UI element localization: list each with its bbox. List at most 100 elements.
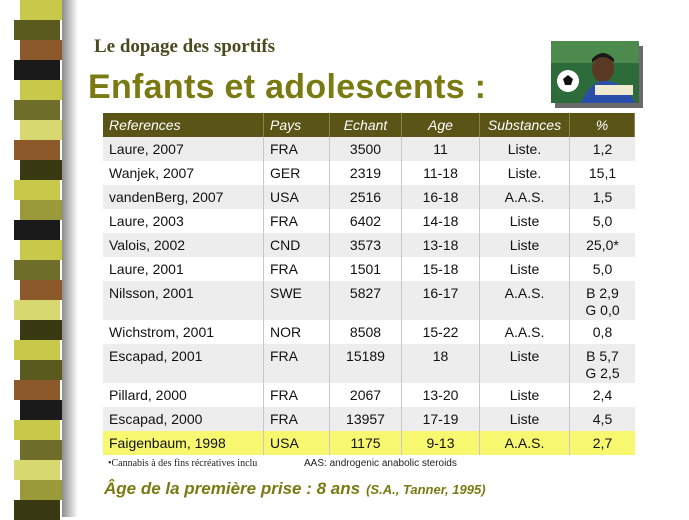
table-cell-pct: 1,2 (592, 141, 613, 157)
stripe-segment (20, 0, 62, 20)
table-cell-pays: USA (264, 431, 330, 455)
stripe-segment (14, 300, 60, 320)
stripe-segment (20, 160, 62, 180)
stripe-segment (14, 340, 60, 360)
header-substances: Substances (480, 113, 570, 137)
table-row: Valois, 2002 CND 3573 13-18 Liste 25,0* (103, 233, 635, 257)
header-references: References (103, 113, 264, 137)
table-row: Pillard, 2000 FRA 2067 13-20 Liste 2,4 (103, 383, 635, 407)
stripe-segment (20, 280, 62, 300)
table-cell-pct: 1,5 (592, 189, 613, 205)
table-body: Laure, 2007 FRA 3500 11 Liste. 1,2 Wanjek, 200… (103, 137, 635, 455)
table-cell-pct: B 2,9 G 0,0 (585, 285, 620, 318)
table-cell-pct: 5,0 (592, 213, 613, 229)
first-use-age-line: Âge de la première prise : 8 ans (S.A., T… (104, 479, 486, 499)
table-cell-ref: Wanjek, 2007 (103, 161, 264, 185)
table-row: Nilsson, 2001 SWE 5827 16-17 A.A.S. B 2,9 G 0… (103, 281, 635, 320)
table-header-row: References Pays Echant Age Substances % (103, 113, 635, 137)
stripe-segment (14, 420, 60, 440)
table-cell-ref: Faigenbaum, 1998 (103, 431, 264, 455)
table-cell-ref: Laure, 2001 (103, 257, 264, 281)
table-cell-ref: Wichstrom, 2001 (103, 320, 264, 344)
table-row: Faigenbaum, 1998 USA 1175 9-13 A.A.S. 2,7 (103, 431, 635, 455)
first-use-age-citation: (S.A., Tanner, 1995) (366, 482, 486, 497)
first-use-age-label: Âge de la première prise : (104, 479, 317, 498)
table-row: Wichstrom, 2001 NOR 8508 15-22 A.A.S. 0,8 (103, 320, 635, 344)
header-age: Age (402, 113, 480, 137)
stripe-segment (20, 440, 62, 460)
aas-note: AAS: androgenic anabolic steroids (304, 458, 457, 469)
table-cell-age: 14-18 (402, 209, 480, 233)
table-cell-sub: A.A.S. (480, 185, 570, 209)
stripe-segment (20, 480, 62, 500)
table-cell-age: 13-20 (402, 383, 480, 407)
table-cell-age: 13-18 (402, 233, 480, 257)
table-cell-ech: 15189 (330, 344, 402, 383)
table-cell-ref: Pillard, 2000 (103, 383, 264, 407)
table-cell-sub: Liste (480, 209, 570, 233)
table-cell-pays: FRA (264, 383, 330, 407)
table-cell-sub: Liste (480, 383, 570, 407)
table-cell-sub: Liste. (480, 137, 570, 161)
stripe-segment (14, 460, 60, 480)
stripe-segment (14, 100, 60, 120)
slide-title: Enfants et adolescents : (88, 68, 487, 106)
table-cell-age: 18 (402, 344, 480, 383)
table-cell-pct: 4,5 (592, 411, 613, 427)
table-cell-pct: B 5,7 G 2,5 (585, 348, 620, 381)
doping-studies-table: References Pays Echant Age Substances % … (103, 113, 635, 455)
table-row: Escapad, 2000 FRA 13957 17-19 Liste 4,5 (103, 407, 635, 431)
table-cell-age: 16-18 (402, 185, 480, 209)
table-cell-age: 15-22 (402, 320, 480, 344)
table-cell-ech: 6402 (330, 209, 402, 233)
stripe-segment (20, 360, 62, 380)
table-cell-sub: Liste. (480, 161, 570, 185)
table-cell-sub: Liste (480, 233, 570, 257)
first-use-age-value: 8 ans (316, 479, 361, 498)
cannabis-note: •Cannabis à des fins récréatives inclu (108, 458, 258, 469)
table-cell-ref: Laure, 2003 (103, 209, 264, 233)
header-percent: % (570, 113, 635, 137)
table-cell-age: 17-19 (402, 407, 480, 431)
table-cell-pays: FRA (264, 137, 330, 161)
stripe-segment (14, 220, 60, 240)
stripe-segment (20, 40, 62, 60)
table-cell-ech: 3500 (330, 137, 402, 161)
table-cell-age: 9-13 (402, 431, 480, 455)
table-cell-ech: 2319 (330, 161, 402, 185)
table-cell-age: 15-18 (402, 257, 480, 281)
table-cell-age: 11 (402, 137, 480, 161)
stripe-segment (14, 500, 60, 520)
table-cell-ref: Escapad, 2001 (103, 344, 264, 383)
table-cell-pct: 5,0 (592, 261, 613, 277)
table-cell-ech: 1175 (330, 431, 402, 455)
table-cell-pct: 2,7 (592, 435, 613, 451)
table-cell-ech: 5827 (330, 281, 402, 320)
stripe-segment (14, 140, 60, 160)
table-row: Laure, 2003 FRA 6402 14-18 Liste 5,0 (103, 209, 635, 233)
table-cell-age: 16-17 (402, 281, 480, 320)
table-cell-pays: FRA (264, 209, 330, 233)
table-cell-ech: 1501 (330, 257, 402, 281)
stripe-segment (20, 320, 62, 340)
table-cell-pays: CND (264, 233, 330, 257)
stripe-segment (20, 400, 62, 420)
table-row: Laure, 2001 FRA 1501 15-18 Liste 5,0 (103, 257, 635, 281)
table-cell-sub: Liste (480, 344, 570, 383)
table-cell-ref: Valois, 2002 (103, 233, 264, 257)
child-with-soccer-ball-photo (551, 41, 639, 103)
table-cell-ref: Laure, 2007 (103, 137, 264, 161)
stripe-segment (14, 380, 60, 400)
table-cell-pays: SWE (264, 281, 330, 320)
table-cell-ref: Nilsson, 2001 (103, 281, 264, 320)
table-cell-sub: Liste (480, 257, 570, 281)
table-cell-pct: 15,1 (588, 165, 617, 181)
header-pays: Pays (264, 113, 330, 137)
table-cell-ech: 2067 (330, 383, 402, 407)
stripe-segment (14, 260, 60, 280)
table-cell-ech: 8508 (330, 320, 402, 344)
table-cell-pays: FRA (264, 344, 330, 383)
stripe-shadow (62, 0, 78, 517)
slide-subtitle: Le dopage des sportifs (94, 36, 276, 57)
table-cell-ref: Escapad, 2000 (103, 407, 264, 431)
